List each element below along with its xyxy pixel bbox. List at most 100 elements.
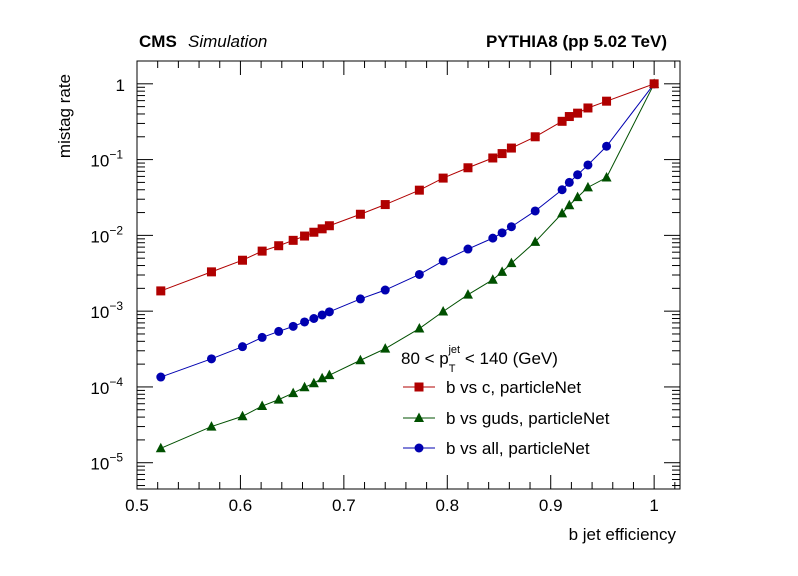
- data-point: [438, 173, 448, 183]
- data-point: [414, 185, 424, 195]
- data-point: [564, 112, 574, 122]
- x-tick-label: 0.5: [125, 496, 149, 515]
- data-point: [309, 227, 319, 237]
- data-point: [324, 221, 334, 231]
- x-tick-label: 1: [649, 496, 658, 515]
- series-line: [160, 83, 655, 378]
- data-point: [317, 372, 328, 383]
- series-square: [156, 79, 659, 296]
- data-point: [380, 285, 390, 295]
- data-point: [649, 79, 659, 89]
- data-point: [206, 421, 217, 431]
- data-point: [274, 326, 284, 336]
- data-point: [573, 108, 583, 118]
- data-point: [273, 394, 284, 404]
- data-point: [206, 354, 216, 364]
- series-circle: [156, 79, 659, 382]
- data-point: [288, 321, 298, 331]
- data-point: [324, 369, 335, 380]
- data-point: [257, 246, 267, 256]
- series-triangle: [155, 78, 660, 453]
- data-point: [530, 206, 540, 216]
- data-point: [583, 160, 593, 170]
- data-point: [497, 266, 508, 276]
- data-point: [414, 269, 424, 279]
- data-point: [602, 96, 612, 106]
- sample-label: PYTHIA8 (pp 5.02 TeV): [486, 32, 667, 51]
- data-point: [317, 310, 327, 320]
- data-point: [462, 289, 473, 299]
- data-point: [380, 343, 391, 353]
- data-point: [308, 377, 319, 388]
- x-tick-label: 0.8: [435, 496, 459, 515]
- x-tick-label: 0.9: [539, 496, 563, 515]
- data-point: [488, 233, 498, 243]
- data-point: [300, 231, 310, 241]
- data-point: [355, 294, 365, 304]
- status-label: Simulation: [188, 32, 267, 51]
- data-point: [487, 274, 498, 284]
- data-point: [237, 342, 247, 352]
- legend-marker: [414, 443, 424, 453]
- data-point: [438, 305, 449, 316]
- legend-header-suffix: < 140 (GeV): [460, 349, 558, 368]
- data-point: [601, 172, 612, 182]
- data-point: [530, 132, 540, 142]
- experiment-label: CMS: [139, 32, 177, 51]
- legend-header-sub: T: [449, 363, 456, 375]
- data-point: [557, 207, 568, 218]
- legend-marker: [414, 382, 424, 392]
- data-point: [309, 314, 319, 324]
- data-point: [237, 255, 247, 265]
- y-tick-label: 10−5: [90, 451, 123, 474]
- data-point: [380, 200, 390, 210]
- data-point: [583, 103, 593, 113]
- data-point: [355, 354, 366, 365]
- data-point: [317, 224, 327, 234]
- data-point: [206, 267, 216, 277]
- legend-entry: b vs all, particleNet: [403, 439, 590, 458]
- data-point: [355, 209, 365, 219]
- x-tick-label: 0.6: [229, 496, 253, 515]
- data-point: [557, 185, 567, 195]
- y-axis-title: mistag rate: [55, 74, 74, 158]
- data-point: [564, 177, 574, 187]
- data-point: [506, 222, 516, 232]
- y-tick-label: 10−3: [90, 299, 123, 322]
- y-tick-label: 1: [116, 76, 125, 95]
- data-point: [506, 143, 516, 153]
- x-tick-label: 0.7: [332, 496, 356, 515]
- data-point: [602, 141, 612, 151]
- data-point: [488, 153, 498, 163]
- data-point: [463, 163, 473, 173]
- x-axis-title: b jet efficiency: [569, 525, 677, 544]
- data-point: [438, 256, 448, 266]
- data-point: [257, 332, 267, 342]
- legend-marker: [414, 412, 424, 422]
- data-point: [257, 400, 268, 411]
- data-point: [300, 317, 310, 327]
- data-point: [156, 286, 166, 296]
- legend-entry: b vs guds, particleNet: [403, 409, 610, 428]
- legend-header-prefix: 80 < p: [401, 349, 449, 368]
- y-tick-label: 10−4: [90, 375, 123, 398]
- data-point: [288, 235, 298, 245]
- data-point: [557, 116, 567, 126]
- data-point: [506, 257, 517, 268]
- data-point: [530, 236, 541, 246]
- data-point: [155, 442, 166, 453]
- legend-header-sup: jet: [447, 344, 460, 356]
- data-point: [288, 387, 299, 398]
- data-point: [497, 228, 507, 238]
- data-point: [573, 170, 583, 180]
- data-point: [324, 307, 334, 317]
- data-point: [299, 381, 310, 392]
- data-point: [414, 323, 425, 333]
- legend-label: b vs all, particleNet: [446, 439, 590, 458]
- legend: 80 < pTjet < 140 (GeV) b vs c, particleN…: [401, 344, 610, 458]
- data-point: [582, 181, 593, 192]
- legend-header: 80 < pTjet < 140 (GeV): [401, 344, 558, 375]
- data-point: [497, 149, 507, 159]
- data-point: [572, 191, 583, 202]
